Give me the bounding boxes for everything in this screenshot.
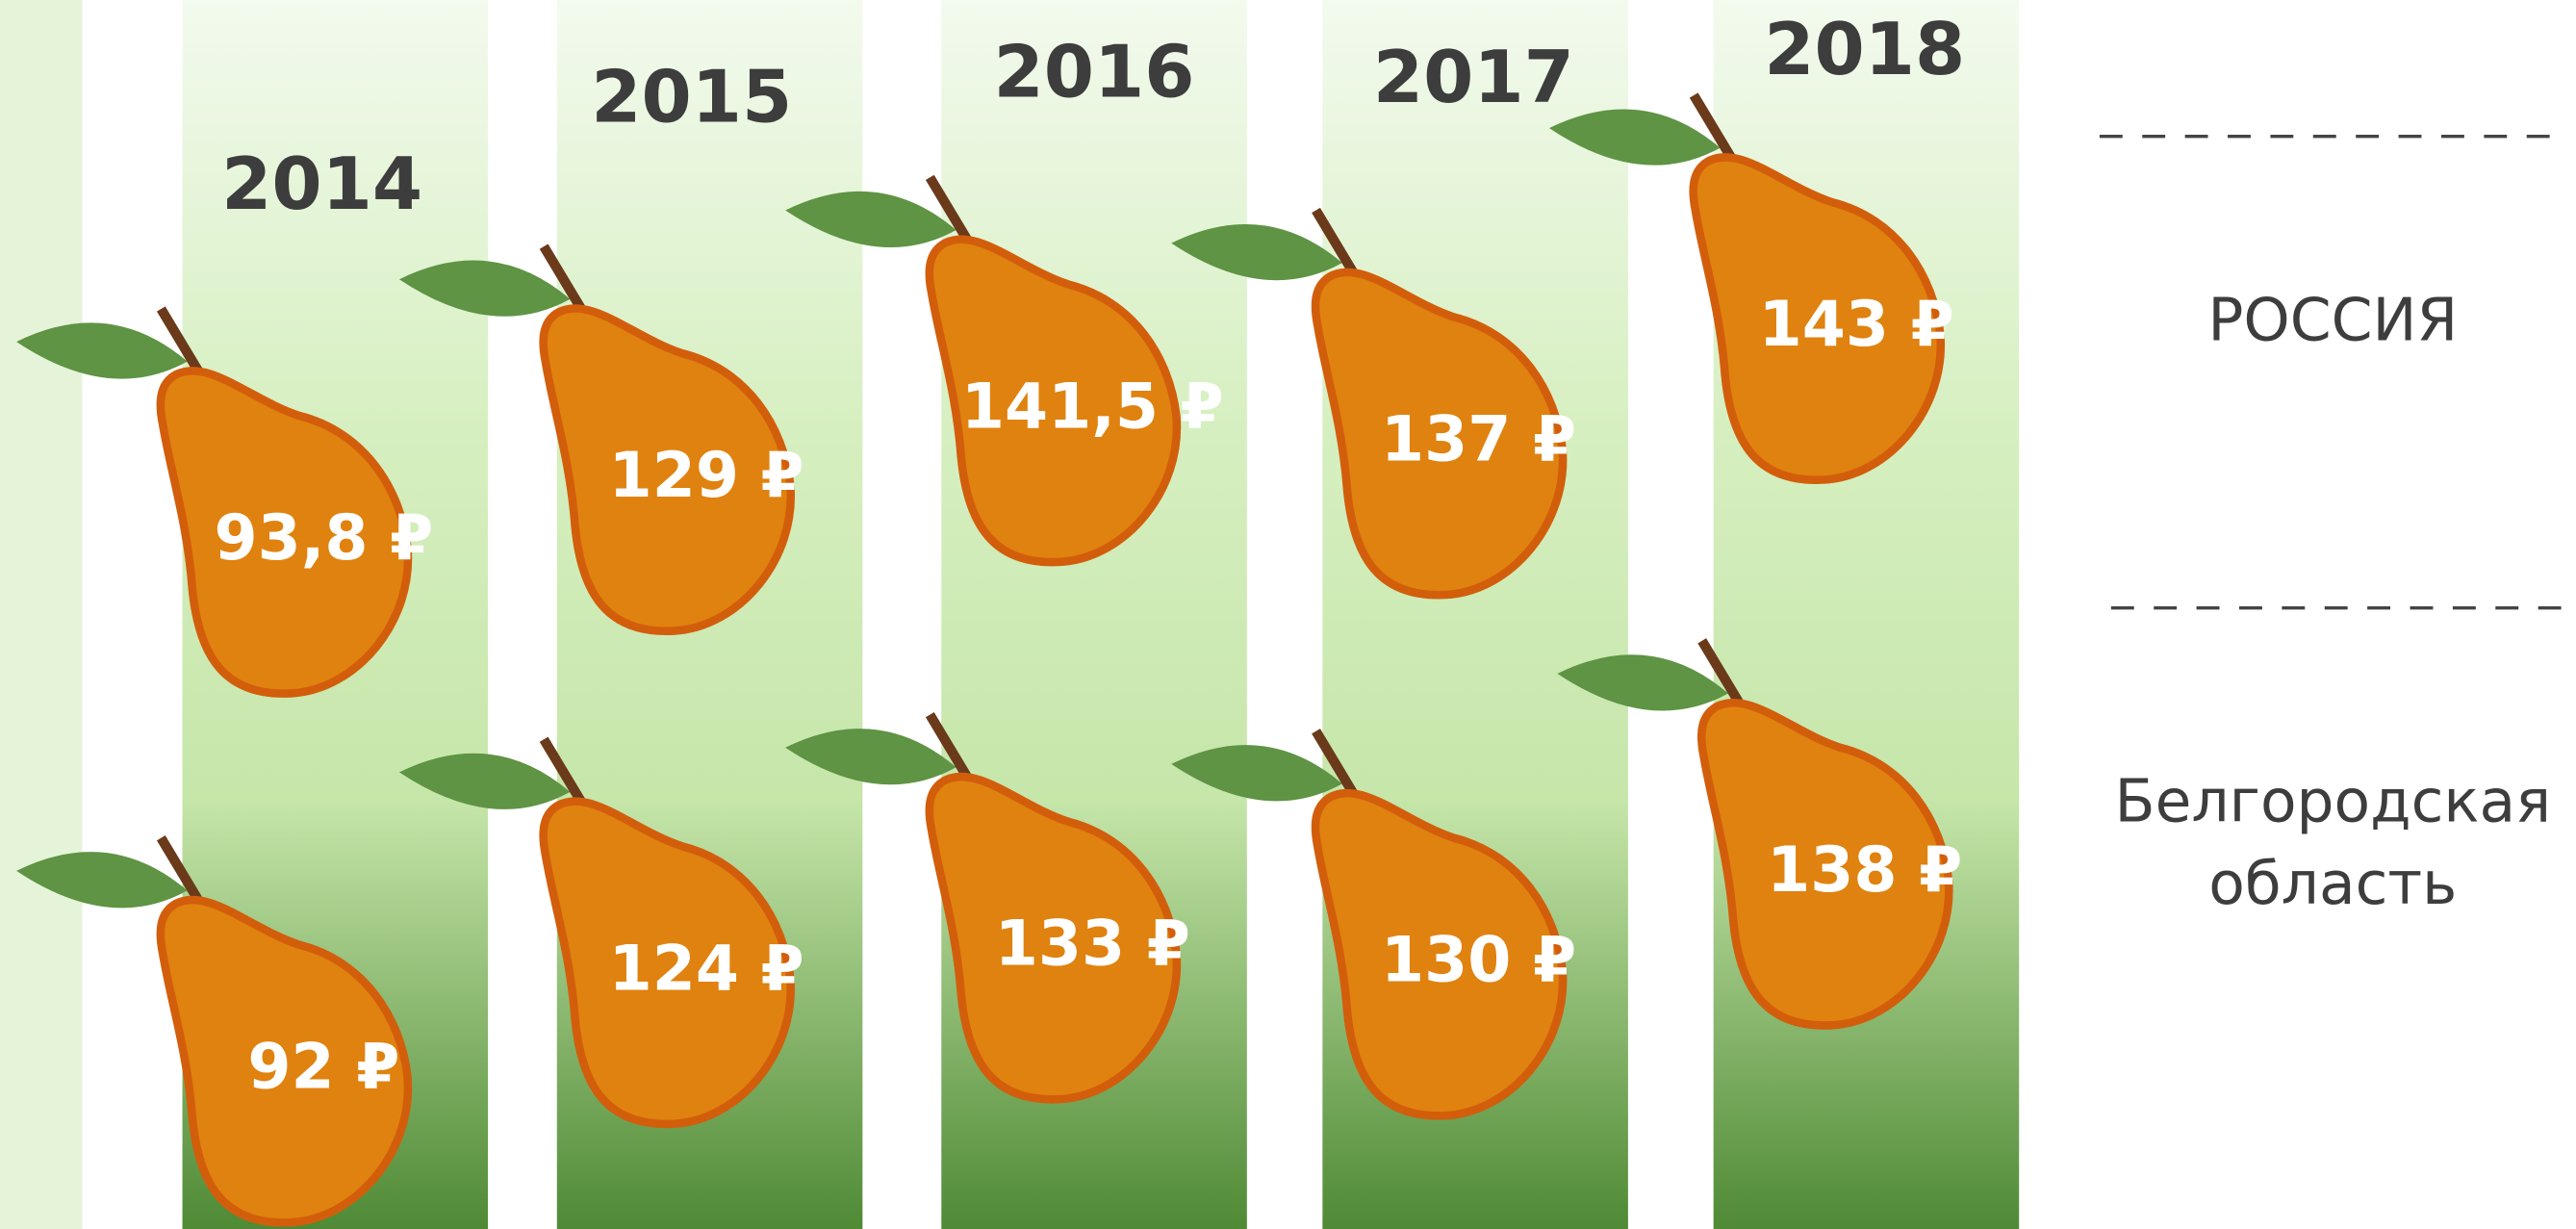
value-label: 133 ₽ xyxy=(995,909,1190,981)
background-strip xyxy=(0,0,82,1229)
value-label: 92 ₽ xyxy=(247,1032,399,1104)
value-label: 137 ₽ xyxy=(1381,404,1576,476)
value-label: 141,5 ₽ xyxy=(961,371,1224,443)
value-label: 130 ₽ xyxy=(1381,925,1576,997)
year-label: 2017 xyxy=(1373,35,1574,119)
value-label: 143 ₽ xyxy=(1759,289,1954,361)
value-label: 138 ₽ xyxy=(1767,834,1962,907)
year-label: 2015 xyxy=(591,54,792,139)
chart: 2014 2015 2016 2017 2018 93,8 ₽ 129 ₽ 141,5 ₽ 13… xyxy=(0,0,2576,1229)
series-name: РОССИЯ xyxy=(2207,286,2458,354)
value-label: 129 ₽ xyxy=(609,440,804,512)
year-label: 2018 xyxy=(1764,7,1965,91)
year-label: 2016 xyxy=(994,30,1195,115)
value-label: 93,8 ₽ xyxy=(214,502,433,575)
year-label: 2014 xyxy=(221,141,422,226)
value-label: 124 ₽ xyxy=(609,933,804,1005)
